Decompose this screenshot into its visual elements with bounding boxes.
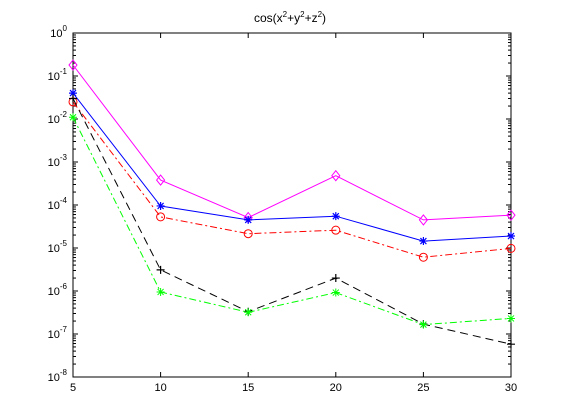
series-1-marker	[331, 169, 341, 182]
series-3-marker	[156, 212, 166, 222]
y-tick-label: 10-6	[48, 282, 68, 298]
x-tick-label: 25	[417, 382, 429, 394]
series-3-marker	[418, 252, 428, 262]
y-tick-label: 10-5	[48, 239, 68, 255]
chart-title: cos(x2+y2+z2)	[254, 10, 326, 25]
series-3-line	[72, 101, 512, 258]
series-2-marker	[69, 89, 77, 98]
y-tick-label: 10-8	[48, 368, 68, 384]
series-1-marker	[506, 209, 516, 221]
x-tick-label: 15	[242, 382, 254, 394]
series-2-marker	[156, 201, 165, 210]
plot-area: 5 10 15 20 25 30 100 10-1 10-2 10-3 10-4 10-5 10-6 10…	[48, 24, 518, 394]
series-1-marker	[68, 59, 78, 71]
y-tick-label: 10-4	[48, 196, 68, 212]
series-2-marker	[331, 212, 340, 221]
series-5-marker	[507, 314, 515, 323]
series-3-marker	[506, 243, 516, 253]
series-4-line	[72, 98, 512, 345]
series-2-marker	[419, 237, 428, 246]
series-4-marker	[331, 274, 340, 283]
series-3-marker	[243, 229, 253, 239]
x-tick-label: 10	[154, 382, 166, 394]
series-1-line	[72, 64, 512, 221]
series-1-marker	[418, 214, 429, 226]
series-4-marker	[156, 265, 165, 274]
series-2-marker	[244, 215, 253, 224]
x-tick-label: 30	[505, 382, 517, 394]
series-5-marker	[156, 287, 165, 296]
x-tick-label: 20	[330, 382, 342, 394]
y-tick-label: 10-7	[48, 325, 68, 341]
series-4-marker	[69, 94, 77, 103]
y-tick-label: 10-3	[48, 153, 68, 169]
y-tick-label: 10-2	[48, 110, 68, 126]
y-tick-label: 100	[50, 24, 67, 40]
series-5-marker	[244, 308, 253, 317]
series-5-marker	[419, 320, 428, 329]
series-4-marker	[507, 340, 515, 349]
series-1-marker	[155, 174, 166, 186]
y-tick-label: 10-1	[48, 67, 68, 83]
series-2-marker	[507, 232, 515, 241]
series-5-marker	[69, 113, 77, 122]
x-tick-label: 5	[70, 382, 76, 394]
series-2-line	[72, 92, 512, 242]
series-5-line	[72, 116, 512, 326]
series-3-marker	[331, 225, 341, 235]
series-5-marker	[331, 288, 340, 297]
